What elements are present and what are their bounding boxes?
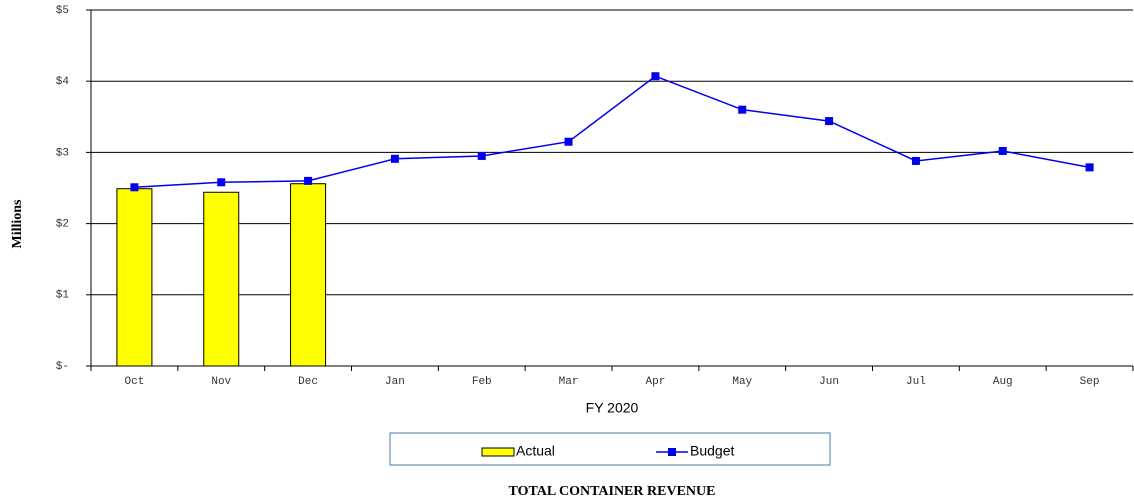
y-tick-label: $3 [56, 147, 69, 159]
x-tick-label: Apr [646, 376, 666, 388]
marker [564, 137, 573, 146]
bar [116, 188, 153, 367]
x-tick-label: Feb [472, 376, 492, 388]
y-tick-label: $1 [56, 290, 70, 302]
marker [304, 176, 313, 185]
x-tick-label: May [732, 376, 752, 388]
x-tick-label: Aug [993, 376, 1013, 388]
marker [738, 105, 747, 114]
legend-swatch [481, 447, 515, 457]
x-tick-label: Mar [559, 376, 579, 388]
bar [290, 183, 327, 367]
marker [217, 178, 226, 187]
x-tick-label: Sep [1080, 376, 1100, 388]
legend-box [389, 432, 831, 466]
x-tick-label: Jun [819, 376, 839, 388]
marker [651, 72, 660, 81]
x-tick-label: Jan [385, 376, 405, 388]
chart-title: TOTAL CONTAINER REVENUE [509, 484, 716, 499]
legend-label: Budget [690, 443, 734, 459]
x-axis-label: FY 2020 [586, 400, 639, 416]
y-axis-label: Millions [10, 199, 25, 249]
marker [998, 146, 1007, 155]
y-tick-label: $5 [56, 5, 69, 17]
x-tick-label: Nov [211, 376, 231, 388]
marker [911, 156, 920, 165]
x-tick-label: Oct [125, 376, 145, 388]
line [134, 75, 1090, 189]
x-tick-label: Dec [298, 376, 318, 388]
bar [203, 191, 240, 367]
marker [130, 183, 139, 192]
legend-label: Actual [516, 443, 555, 459]
y-tick-label: $- [56, 361, 69, 373]
marker [825, 117, 834, 126]
x-tick-label: Jul [906, 376, 926, 388]
marker [477, 151, 486, 160]
legend-swatch [668, 448, 676, 456]
y-tick-label: $4 [56, 76, 70, 88]
marker [1085, 163, 1094, 172]
y-tick-label: $2 [56, 219, 69, 231]
marker [390, 154, 399, 163]
